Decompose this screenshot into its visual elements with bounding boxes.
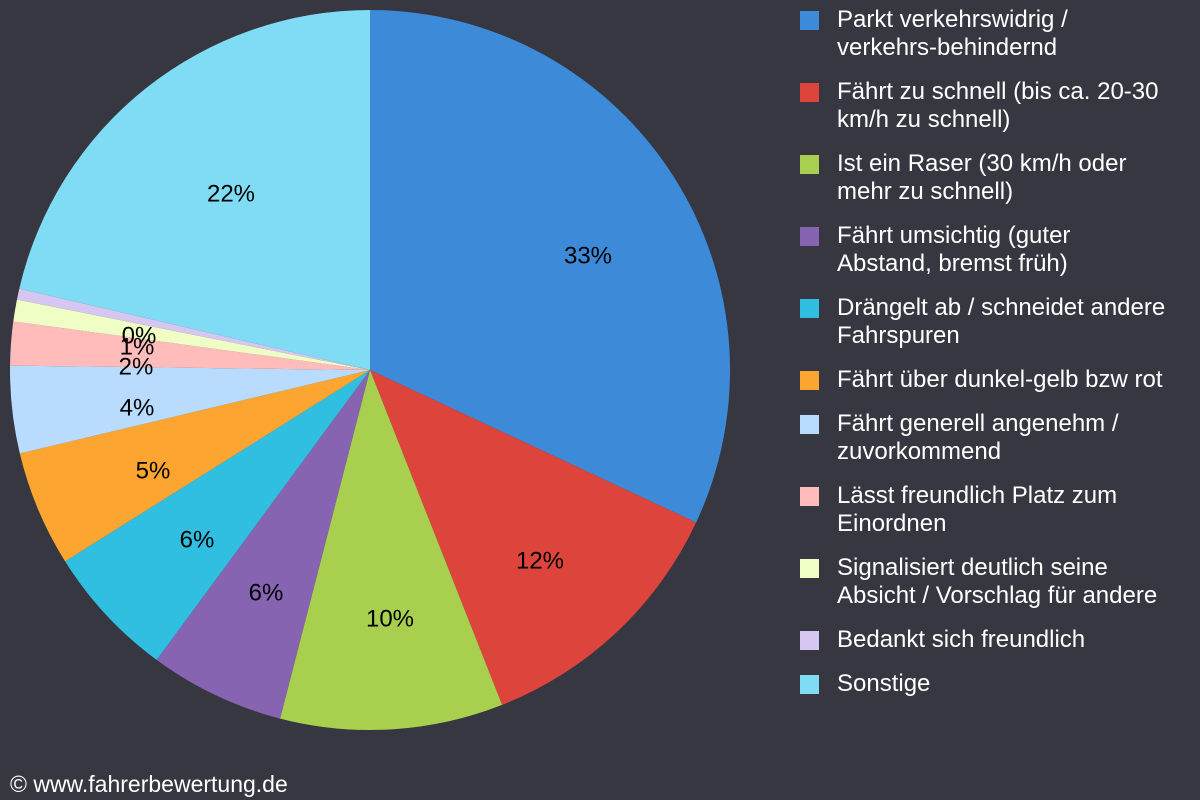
legend-label: Drängelt ab / schneidet andere (837, 294, 1166, 321)
legend-item: Fährt generell angenehm / zuvorkommend (800, 410, 1200, 466)
legend-label: Bedankt sich freundlich (837, 626, 1086, 653)
slice-percent-label: 4% (120, 394, 155, 421)
legend-swatch (800, 371, 819, 390)
slice-percent-label: 12% (516, 547, 564, 574)
slice-percent-label: 2% (119, 353, 154, 380)
legend-item: Bedankt sich freundlich (800, 626, 1200, 654)
legend-label: Fährt umsichtig (guter (837, 222, 1071, 249)
legend-label: Lässt freundlich Platz zum (837, 482, 1118, 509)
copyright-text: © www.fahrerbewertung.de (10, 771, 288, 797)
slice-percent-label: 1% (120, 333, 155, 360)
pie-slice (9, 365, 370, 454)
pie-slice (370, 370, 697, 705)
legend-item: Drängelt ab / schneidet andere Fahrspuren (800, 294, 1200, 350)
slice-percent-label: 22% (207, 180, 255, 207)
slice-percent-label: 10% (366, 605, 414, 632)
legend-label: Fahrspuren (837, 322, 960, 349)
legend-item: Fährt über dunkel-gelb bzw rot (800, 366, 1200, 394)
pie-slice (370, 10, 730, 523)
legend-label: Signalisiert deutlich seine (837, 554, 1108, 581)
legend-item: Fährt zu schnell (bis ca. 20-30 km/h zu s… (800, 78, 1200, 134)
slice-percent-label: 5% (136, 457, 171, 484)
pie-chart: 33% 12% 10% 6% 6% 5% 4% 2%1%0% 22% (9, 10, 730, 731)
legend-item: Signalisiert deutlich seine Absicht / Vor… (800, 554, 1200, 610)
legend-label: Fährt zu schnell (bis ca. 20-30 (837, 78, 1159, 105)
legend-swatch (800, 155, 819, 174)
pie-slice (13, 299, 370, 370)
legend-item: Fährt umsichtig (guter Abstand, bremst fr… (800, 222, 1200, 278)
legend-label: Sonstige (837, 670, 931, 697)
legend-label: Fährt über dunkel-gelb bzw rot (837, 366, 1163, 393)
slice-percent-label: 6% (180, 526, 215, 553)
legend-label: mehr zu schnell) (837, 178, 1014, 205)
legend-label: Absicht / Vorschlag für andere (837, 582, 1158, 609)
legend-label: Abstand, bremst früh) (837, 250, 1068, 277)
pie-slice (280, 370, 503, 731)
legend-swatch (800, 227, 819, 246)
legend-swatch (800, 11, 819, 30)
legend-item: Lässt freundlich Platz zum Einordnen (800, 482, 1200, 538)
legend-label: Ist ein Raser (30 km/h oder (837, 150, 1127, 177)
legend-label: km/h zu schnell) (837, 106, 1011, 133)
pie-slice (65, 370, 371, 660)
legend-label: Parkt verkehrswidrig / (837, 6, 1068, 33)
slice-percent-label: 0% (122, 322, 157, 349)
legend-swatch (800, 299, 819, 318)
legend-label: verkehrs-behindernd (837, 34, 1058, 61)
legend-swatch (800, 415, 819, 434)
legend-swatch (800, 83, 819, 102)
legend-swatch (800, 559, 819, 578)
pie-slice (19, 370, 371, 562)
legend-label: zuvorkommend (837, 438, 1002, 465)
pie-slice (10, 321, 371, 370)
legend-swatch (800, 631, 819, 650)
legend-swatch (800, 675, 819, 694)
legend-item: Sonstige (800, 670, 1200, 698)
legend-item: Ist ein Raser (30 km/h oder mehr zu schne… (800, 150, 1200, 206)
chart-legend: Parkt verkehrswidrig / verkehrs-behindern… (800, 6, 1200, 714)
legend-swatch (800, 487, 819, 506)
legend-label: Fährt generell angenehm / (837, 410, 1119, 437)
pie-slice (156, 370, 370, 719)
slice-percent-label: 6% (249, 579, 284, 606)
legend-item: Parkt verkehrswidrig / verkehrs-behindern… (800, 6, 1200, 62)
pie-slice (16, 288, 370, 370)
pie-slice (19, 10, 371, 370)
legend-label: Einordnen (837, 510, 947, 537)
slice-percent-label: 33% (564, 242, 612, 269)
